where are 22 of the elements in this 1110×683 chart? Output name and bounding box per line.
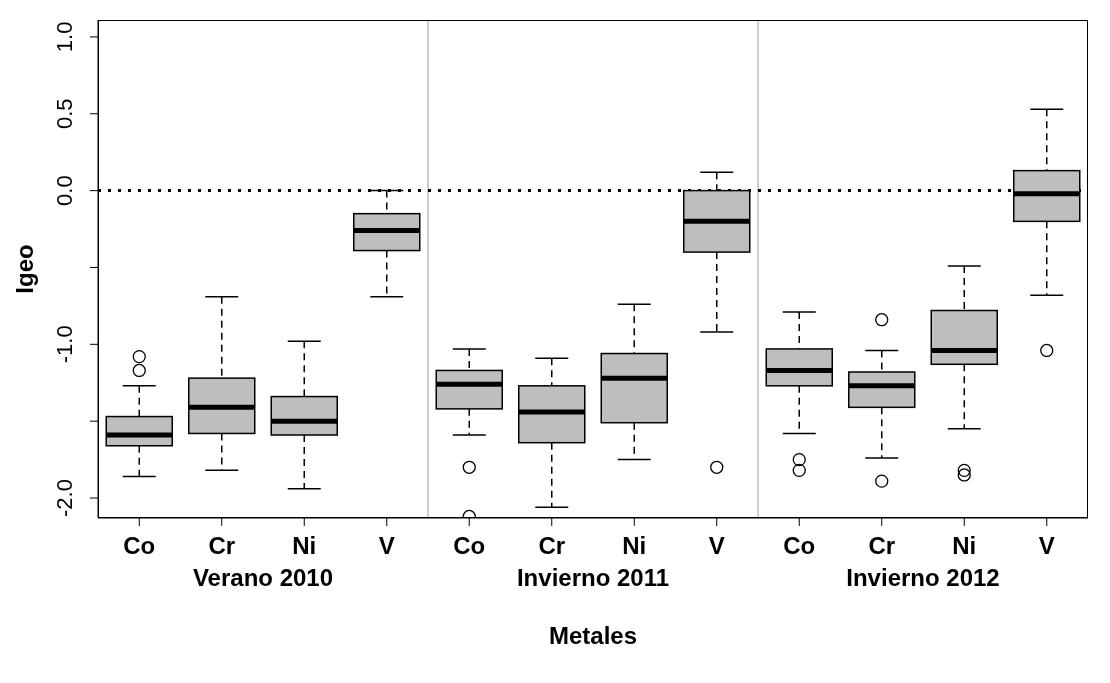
x-tick-label: V xyxy=(1038,532,1055,559)
text: Invierno 2012 xyxy=(845,564,1001,592)
y-axis-title: Igeo xyxy=(10,244,38,294)
x-tick-label: Cr xyxy=(208,532,236,559)
x-tick-label: Ni xyxy=(622,532,647,559)
x-tick-label: Ni xyxy=(952,532,977,559)
x-tick-label: V xyxy=(708,532,725,559)
x-tick-label: Co xyxy=(453,532,486,559)
x-tick-label: Co xyxy=(783,532,816,559)
x-tick-label: V xyxy=(378,532,395,559)
x-tick-label: Cr xyxy=(538,532,566,559)
y-tick-label: -1.0 xyxy=(52,325,77,364)
y-tick-label: 0.0 xyxy=(52,175,77,206)
x-tick-label: Cr xyxy=(868,532,896,559)
x-axis-title: Metales xyxy=(547,622,638,650)
text: Verano 2010 xyxy=(191,564,335,592)
x-tick-label: Co xyxy=(123,532,156,559)
x-tick-label: Ni xyxy=(292,532,317,559)
y-tick-label: -2.0 xyxy=(52,479,77,517)
text: Invierno 2011 xyxy=(515,564,671,592)
y-tick-label: 0.5 xyxy=(52,98,77,130)
y-tick-label: 1.0 xyxy=(52,21,77,53)
